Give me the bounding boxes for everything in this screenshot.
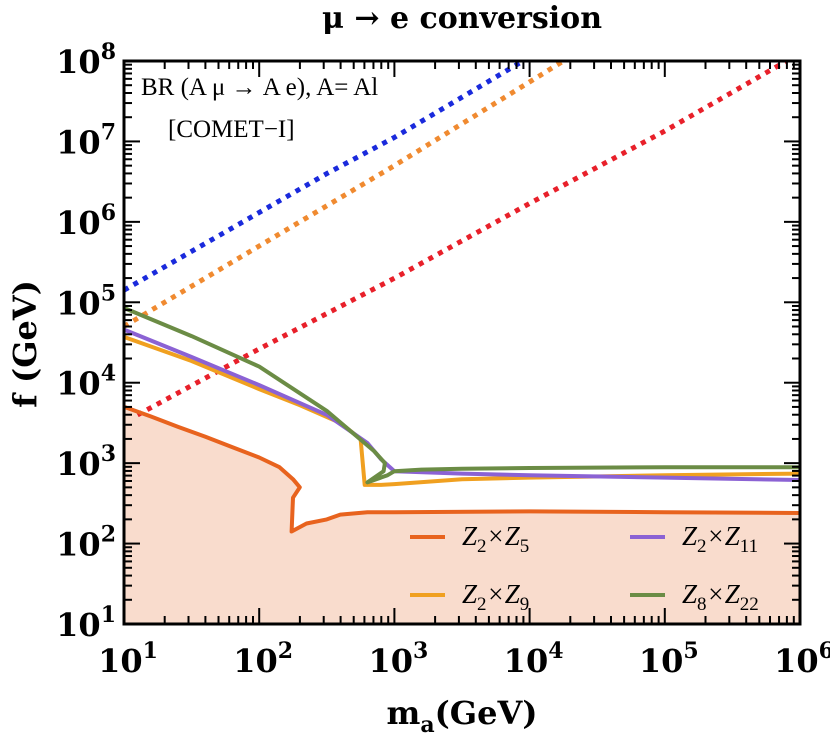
y-tick-label: 107 [56,119,116,161]
annotation-line-2: [COMET−I] [168,116,295,143]
x-axis-title: ma(GeV) [387,694,538,736]
series-line-Z2×Z9 [124,335,800,487]
series-line-orange-dotted [124,61,565,329]
chart-title: μ → e conversion [322,1,602,36]
series-line-Z2×Z5 [124,404,800,534]
y-tick-label: 101 [56,602,116,644]
legend-label: Z8×Z22 [682,579,759,615]
y-tick-label: 105 [56,280,116,322]
dotted-lines [124,61,788,418]
x-tick-label: 105 [639,638,699,680]
y-axis-title: f (GeV) [6,280,44,408]
series-line-blue-dotted [124,61,525,293]
y-tick-labels: 101 102 103 104 105 106 107 108 [56,39,116,644]
y-tick-label: 103 [56,441,116,483]
x-tick-label: 103 [368,638,428,680]
y-tick-label: 102 [56,522,116,564]
series-line-red-dotted [136,61,788,418]
x-tick-labels: 101 102 103 104 105 106 [98,638,830,680]
legend-label: Z2×Z5 [462,521,529,557]
legend-label: Z2×Z11 [682,521,758,557]
solid-lines [124,306,800,534]
plot-frame [122,59,802,626]
y-tick-label: 106 [56,200,116,242]
legend: Z2×Z5 Z2×Z11 Z2×Z9 Z8×Z22 [410,521,759,615]
x-tick-label: 104 [504,638,564,680]
legend-label: Z2×Z9 [462,579,529,615]
excluded-region [124,406,800,624]
x-tick-label: 101 [98,638,158,680]
y-tick-label: 104 [56,361,116,403]
axis-ticks [123,60,801,625]
x-tick-label: 102 [233,638,293,680]
y-tick-label: 108 [56,39,116,81]
annotation-line-1: BR (A μ → A e), A= Al [141,74,378,101]
series-line-Z8×Z22 [124,306,800,485]
x-tick-label: 106 [774,638,830,680]
